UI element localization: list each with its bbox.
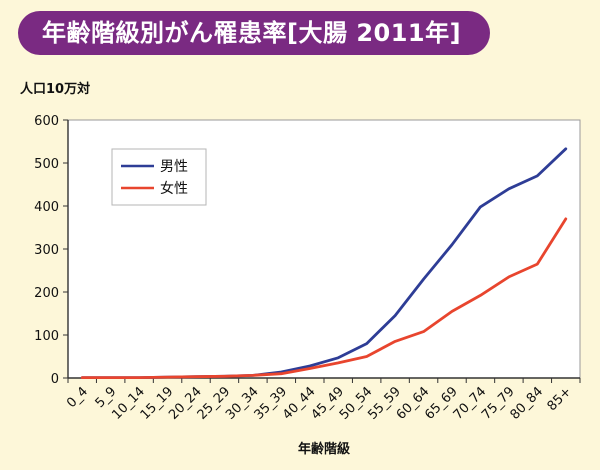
y-tick-label: 400 xyxy=(34,200,59,215)
y-tick-label: 500 xyxy=(34,157,59,172)
legend-male-label: 男性 xyxy=(160,159,188,175)
y-axis: 0 100 200 300 400 500 600 xyxy=(34,114,68,387)
y-tick-label: 100 xyxy=(34,329,59,344)
series-line-female xyxy=(80,217,568,380)
x-tick-label: 80_84 xyxy=(508,384,547,423)
y-tick-label: 200 xyxy=(34,286,59,301)
y-tick-label: 0 xyxy=(51,372,59,387)
legend: 男性 女性 xyxy=(111,148,207,206)
series-group xyxy=(80,147,568,380)
legend-box xyxy=(111,148,207,206)
x-axis-title: 年齢階級 xyxy=(298,441,350,457)
x-tick-label: 85+ xyxy=(545,384,575,414)
chart-title: 年齢階級別がん罹患率[大腸 2011年] xyxy=(18,11,490,55)
y-tick-label: 600 xyxy=(34,114,59,129)
legend-female-label: 女性 xyxy=(160,180,188,197)
x-tick-label: 0_4 xyxy=(64,384,91,411)
y-tick-label: 300 xyxy=(34,243,59,258)
y-axis-title: 人口10万対 xyxy=(20,81,90,97)
x-axis: 0_4 5_910_1415_1920_2425_2930_3435_3940_4… xyxy=(64,378,581,423)
